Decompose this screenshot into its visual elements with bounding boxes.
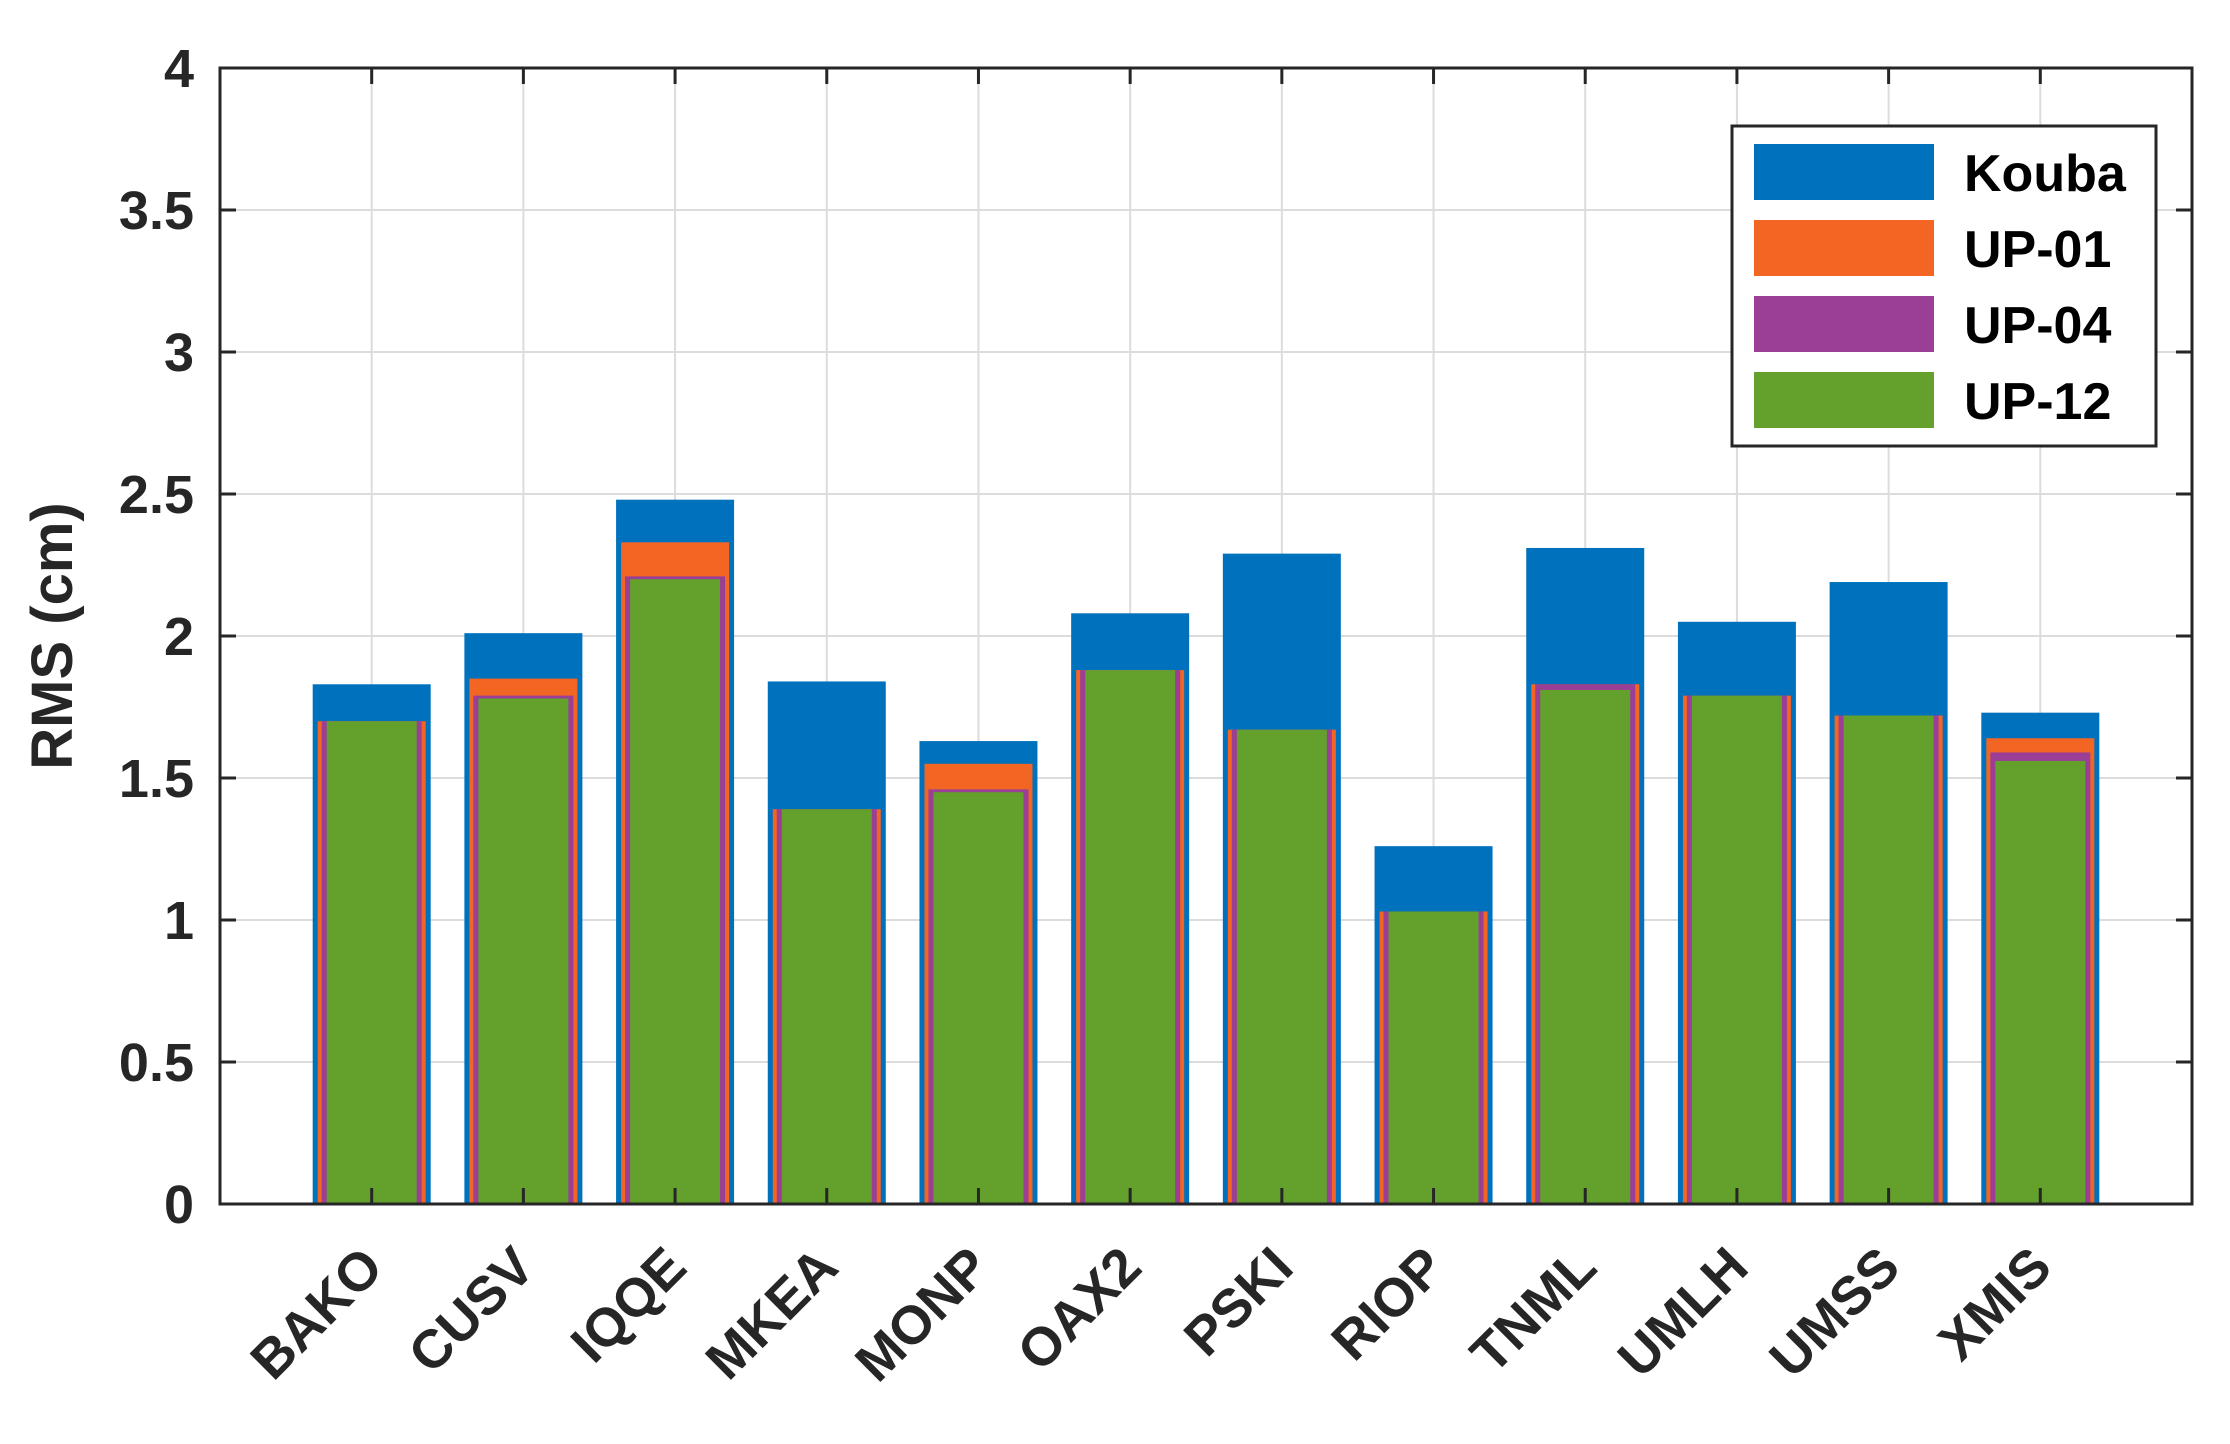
x-tick-label: MONP [844, 1236, 1001, 1393]
x-tick-label: UMSS [1758, 1236, 1911, 1389]
x-tick-label: TNML [1459, 1236, 1607, 1384]
y-tick-label: 3.5 [119, 181, 194, 241]
x-tick-label: IQQE [560, 1236, 698, 1374]
y-tick-label: 4 [164, 39, 194, 99]
bar-up-12-riop [1388, 911, 1479, 1204]
bars [312, 499, 2100, 1204]
legend-swatch [1754, 144, 1934, 200]
x-tick-label: XMIS [1927, 1236, 2063, 1372]
y-tick-label: 0 [164, 1175, 194, 1235]
y-axis-ticks: 0 0.5 1 1.5 2 2.5 3 3.5 4 [119, 39, 2192, 1235]
bar-up-12-cusv [478, 698, 569, 1204]
legend-label: Kouba [1964, 145, 2127, 203]
legend-label: UP-04 [1964, 297, 2111, 355]
bar-up-12-bako [326, 721, 417, 1204]
y-axis-label: RMS (cm) [20, 502, 85, 769]
bar-up-12-tnml [1540, 689, 1631, 1204]
x-tick-label: CUSV [397, 1236, 546, 1385]
x-tick-label: RIOP [1320, 1236, 1456, 1372]
legend-swatch [1754, 372, 1934, 428]
bar-up-12-umlh [1691, 695, 1782, 1204]
series-up-12 [326, 579, 2086, 1204]
x-tick-label: OAX2 [1006, 1236, 1152, 1382]
x-tick-label: BAKO [239, 1236, 394, 1391]
bar-up-12-oax2 [1085, 670, 1176, 1204]
y-tick-label: 1 [164, 891, 194, 951]
y-tick-label: 1.5 [119, 749, 194, 809]
bar-up-12-umss [1843, 715, 1934, 1204]
bar-up-12-xmis [1995, 760, 2086, 1204]
x-tick-label: PSKI [1173, 1236, 1305, 1368]
legend-swatch [1754, 296, 1934, 352]
bar-up-12-monp [933, 792, 1024, 1204]
y-tick-label: 2.5 [119, 465, 194, 525]
x-tick-label: MKEA [694, 1236, 849, 1391]
bar-up-12-pski [1236, 729, 1327, 1204]
x-tick-label: UMLH [1607, 1236, 1760, 1389]
legend-label: UP-12 [1964, 373, 2111, 431]
legend-label: UP-01 [1964, 221, 2111, 279]
y-tick-label: 2 [164, 607, 194, 667]
bar-up-12-mkea [781, 809, 872, 1204]
y-tick-label: 0.5 [119, 1033, 194, 1093]
legend: Kouba UP-01 UP-04 UP-12 [1730, 124, 2158, 448]
bar-up-12-iqqe [630, 579, 721, 1204]
legend-swatch [1754, 220, 1934, 276]
y-tick-label: 3 [164, 323, 194, 383]
